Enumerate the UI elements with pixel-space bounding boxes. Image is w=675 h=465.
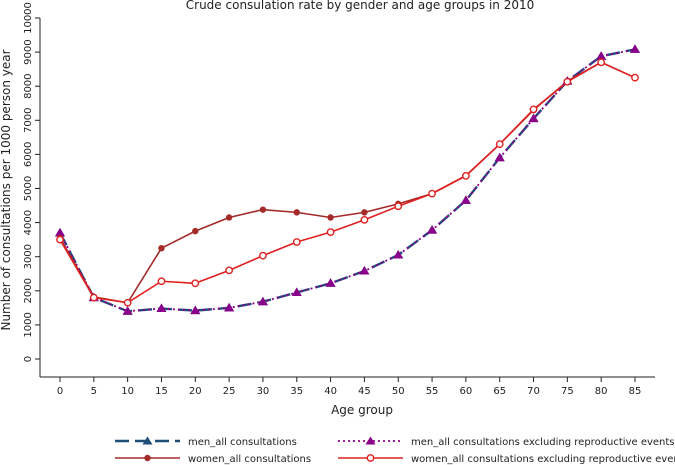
series-line-2: [59, 61, 636, 304]
series-line-1: [59, 48, 636, 313]
series-lines: [58, 48, 636, 313]
y-axis-label: Number of consultations per 1000 person …: [0, 49, 13, 330]
legend-marker-triangle: [142, 436, 153, 445]
x-tick-label: 65: [493, 386, 506, 397]
data-point-triangle: [494, 152, 505, 162]
x-tick-label: 0: [57, 386, 63, 397]
data-point-circle: [631, 73, 639, 82]
x-tick-label: 25: [223, 386, 236, 397]
data-point-circle: [225, 214, 233, 221]
x-tick-label: 50: [392, 386, 405, 397]
data-point-circle: [259, 251, 267, 260]
x-tick-label: 10: [121, 386, 134, 397]
y-tick-label: 5000: [23, 176, 34, 201]
y-tick-label: 6000: [23, 142, 34, 167]
data-point-circle: [529, 105, 538, 114]
data-point-triangle: [156, 303, 167, 313]
legend-label: women_all consultations excluding reprod…: [411, 454, 675, 465]
x-tick-label: 70: [527, 386, 540, 397]
x-tick-label: 40: [324, 386, 337, 397]
y-tick-label: 4000: [23, 210, 34, 235]
data-point-circle: [563, 77, 572, 86]
data-point-circle: [597, 58, 606, 67]
legend-marker-circle: [144, 454, 151, 462]
x-tick-label: 75: [561, 386, 574, 397]
x-tick-label: 80: [595, 386, 608, 397]
data-point-triangle: [460, 195, 471, 204]
x-tick-label: 85: [629, 386, 642, 397]
data-point-circle: [56, 235, 64, 244]
data-point-circle: [157, 277, 166, 286]
data-point-circle: [191, 279, 200, 288]
data-point-triangle: [630, 44, 640, 53]
data-point-triangle: [596, 51, 607, 60]
data-point-circle: [327, 214, 334, 221]
legend-marker-circle-open: [366, 454, 375, 462]
data-point-circle: [225, 266, 234, 275]
data-point-triangle: [528, 113, 539, 123]
data-point-triangle: [359, 266, 370, 275]
data-point-triangle: [122, 306, 133, 315]
data-point-circle: [428, 189, 436, 198]
y-tick-label: 10000: [23, 2, 34, 34]
legend-label: men_all consultations: [188, 437, 297, 448]
y-tick-label: 8000: [23, 73, 34, 98]
series-markers: [55, 44, 640, 315]
data-point-circle: [123, 298, 132, 307]
y-tick-label: 1000: [23, 312, 34, 337]
data-point-circle: [259, 206, 267, 213]
data-point-triangle: [190, 305, 201, 315]
y-axis: 0 1000 2000 3000 4000 5000 6000 7000 8000 9000 100…: [23, 2, 40, 362]
data-point-triangle: [55, 227, 65, 237]
data-point-triangle: [393, 249, 404, 259]
x-tick-label: 60: [460, 386, 473, 397]
data-point-triangle: [224, 302, 235, 312]
y-tick-label: 2000: [23, 278, 34, 303]
x-tick-label: 30: [257, 386, 270, 397]
data-point-circle: [158, 244, 165, 252]
x-tick-label: 15: [155, 386, 168, 397]
legend-item-women-excl: women_all consultations excluding reprod…: [338, 454, 675, 465]
x-tick-label: 35: [290, 386, 303, 397]
data-point-circle: [360, 215, 369, 224]
x-tick-label: 55: [426, 386, 439, 397]
y-tick-label: 3000: [23, 244, 34, 269]
legend-label: women_all consultations: [188, 454, 311, 465]
data-point-triangle: [427, 225, 438, 234]
data-point-circle: [292, 238, 301, 246]
data-point-circle: [89, 293, 98, 302]
data-point-triangle: [325, 278, 336, 287]
x-tick-label: 20: [189, 386, 202, 397]
data-point-circle: [394, 202, 403, 211]
y-tick-label: 9000: [23, 39, 34, 64]
data-point-triangle: [257, 296, 268, 306]
data-point-circle: [461, 171, 470, 180]
legend-item-women-all: women_all consultations: [115, 454, 311, 465]
y-tick-label: 7000: [23, 108, 34, 133]
data-point-triangle: [291, 287, 302, 297]
data-point-circle: [293, 209, 300, 216]
x-axis: 0 5 10 15 20 25 30 35 40 45 50 55 60 65 70 75 80 85: [57, 377, 642, 397]
data-point-circle: [192, 227, 199, 235]
legend-item-men-all: men_all consultations: [115, 436, 297, 448]
data-point-circle: [361, 209, 368, 216]
y-tick-label: 0: [23, 356, 34, 362]
data-point-circle: [495, 140, 504, 149]
legend-label: men_all consultations excluding reproduc…: [411, 437, 675, 448]
x-axis-label: Age group: [331, 403, 393, 417]
legend: men_all consultations men_all consultati…: [115, 436, 675, 465]
legend-marker-triangle: [365, 436, 376, 445]
legend-item-men-excl: men_all consultations excluding reproduc…: [338, 436, 675, 448]
chart-title: Crude consulation rate by gender and age…: [186, 0, 534, 12]
data-point-circle: [326, 228, 335, 237]
x-tick-label: 5: [91, 386, 97, 397]
x-tick-label: 45: [358, 386, 371, 397]
series-line-3: [59, 61, 636, 304]
